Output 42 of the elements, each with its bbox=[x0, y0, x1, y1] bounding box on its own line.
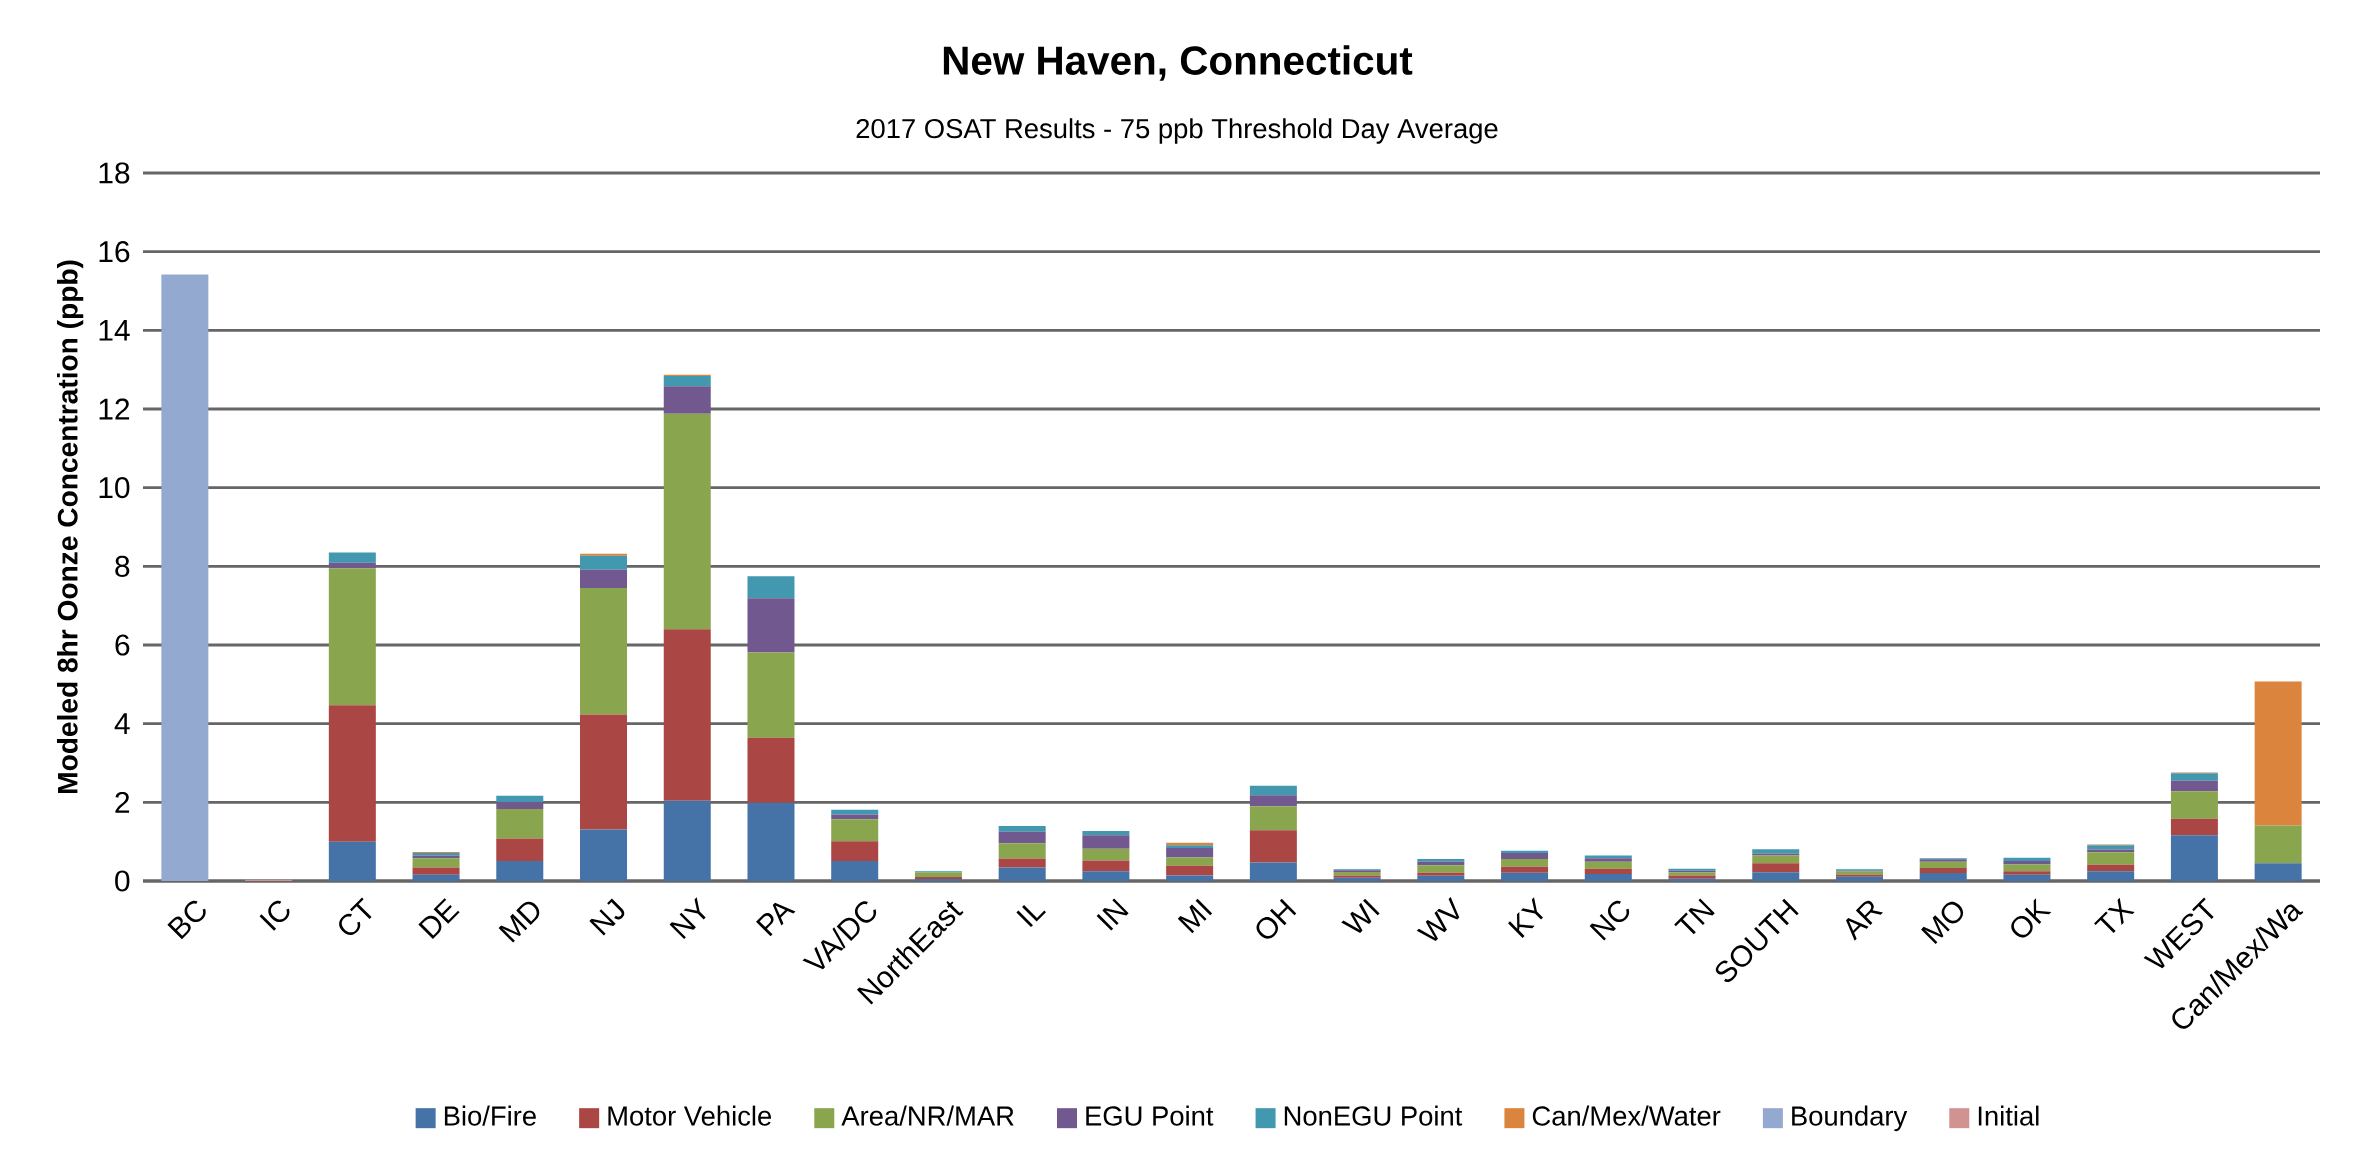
x-tick-label: DE bbox=[418, 898, 460, 940]
x-tick-label: WI bbox=[1341, 898, 1380, 933]
y-tick-label: 18 bbox=[99, 162, 130, 184]
y-tick-label: 10 bbox=[99, 477, 130, 499]
y-axis-title: Modeled 8hr Oonze Concentration (ppb) bbox=[56, 260, 84, 793]
y-tick-label: 6 bbox=[115, 634, 130, 656]
legend-label: Boundary bbox=[1792, 1105, 1908, 1132]
legend-label: Area/NR/MAR bbox=[841, 1105, 1014, 1126]
y-tick-label: 0 bbox=[115, 870, 130, 892]
x-tick-label: PA bbox=[756, 902, 796, 937]
x-tick-label: OK bbox=[2011, 898, 2052, 938]
x-tick-label: IC bbox=[259, 900, 290, 931]
legend-label: Can/Mex/Water bbox=[1532, 1105, 1721, 1126]
chart-subtitle: 2017 OSAT Results - 75 ppb Threshold Day Average bbox=[856, 118, 1498, 144]
y-tick-label: 14 bbox=[99, 320, 130, 341]
x-tick-label: IL bbox=[1016, 904, 1046, 928]
x-tick-label: MI bbox=[1177, 898, 1213, 934]
x-tick-label: NC bbox=[1589, 900, 1630, 941]
x-tick-label: AR bbox=[1846, 900, 1883, 941]
x-tick-label: IN bbox=[1096, 898, 1129, 931]
y-tick-label: 2 bbox=[115, 791, 130, 813]
x-tick-label: OH bbox=[1256, 898, 1297, 939]
x-tick-label: CT bbox=[339, 897, 372, 936]
legend-label: EGU Point bbox=[1086, 1105, 1214, 1126]
x-tick-label: NY bbox=[669, 897, 706, 940]
legend-label: Bio/Fire bbox=[444, 1105, 536, 1126]
y-tick-label: 4 bbox=[114, 713, 130, 734]
y-tick-label: 16 bbox=[99, 241, 130, 263]
x-tick-label: TN bbox=[1674, 898, 1715, 935]
chart-title: New Haven, Connecticut bbox=[943, 45, 1413, 81]
x-tick-label: WV bbox=[1416, 896, 1460, 942]
x-tick-label: KY bbox=[1508, 897, 1543, 938]
x-tick-label: BC bbox=[167, 900, 206, 940]
legend-label: NonEGU Point bbox=[1284, 1105, 1463, 1126]
legend-label: Initial bbox=[1978, 1105, 2039, 1126]
x-tick-label: MD bbox=[498, 901, 540, 943]
y-tick-label: 8 bbox=[115, 555, 130, 577]
x-tick-label: TX bbox=[2094, 897, 2135, 933]
y-tick-label: 12 bbox=[99, 398, 130, 420]
x-tick-label: NJ bbox=[589, 898, 625, 936]
legend-label: Motor Vehicle bbox=[608, 1105, 772, 1126]
x-tick-label: MO bbox=[1921, 901, 1964, 944]
